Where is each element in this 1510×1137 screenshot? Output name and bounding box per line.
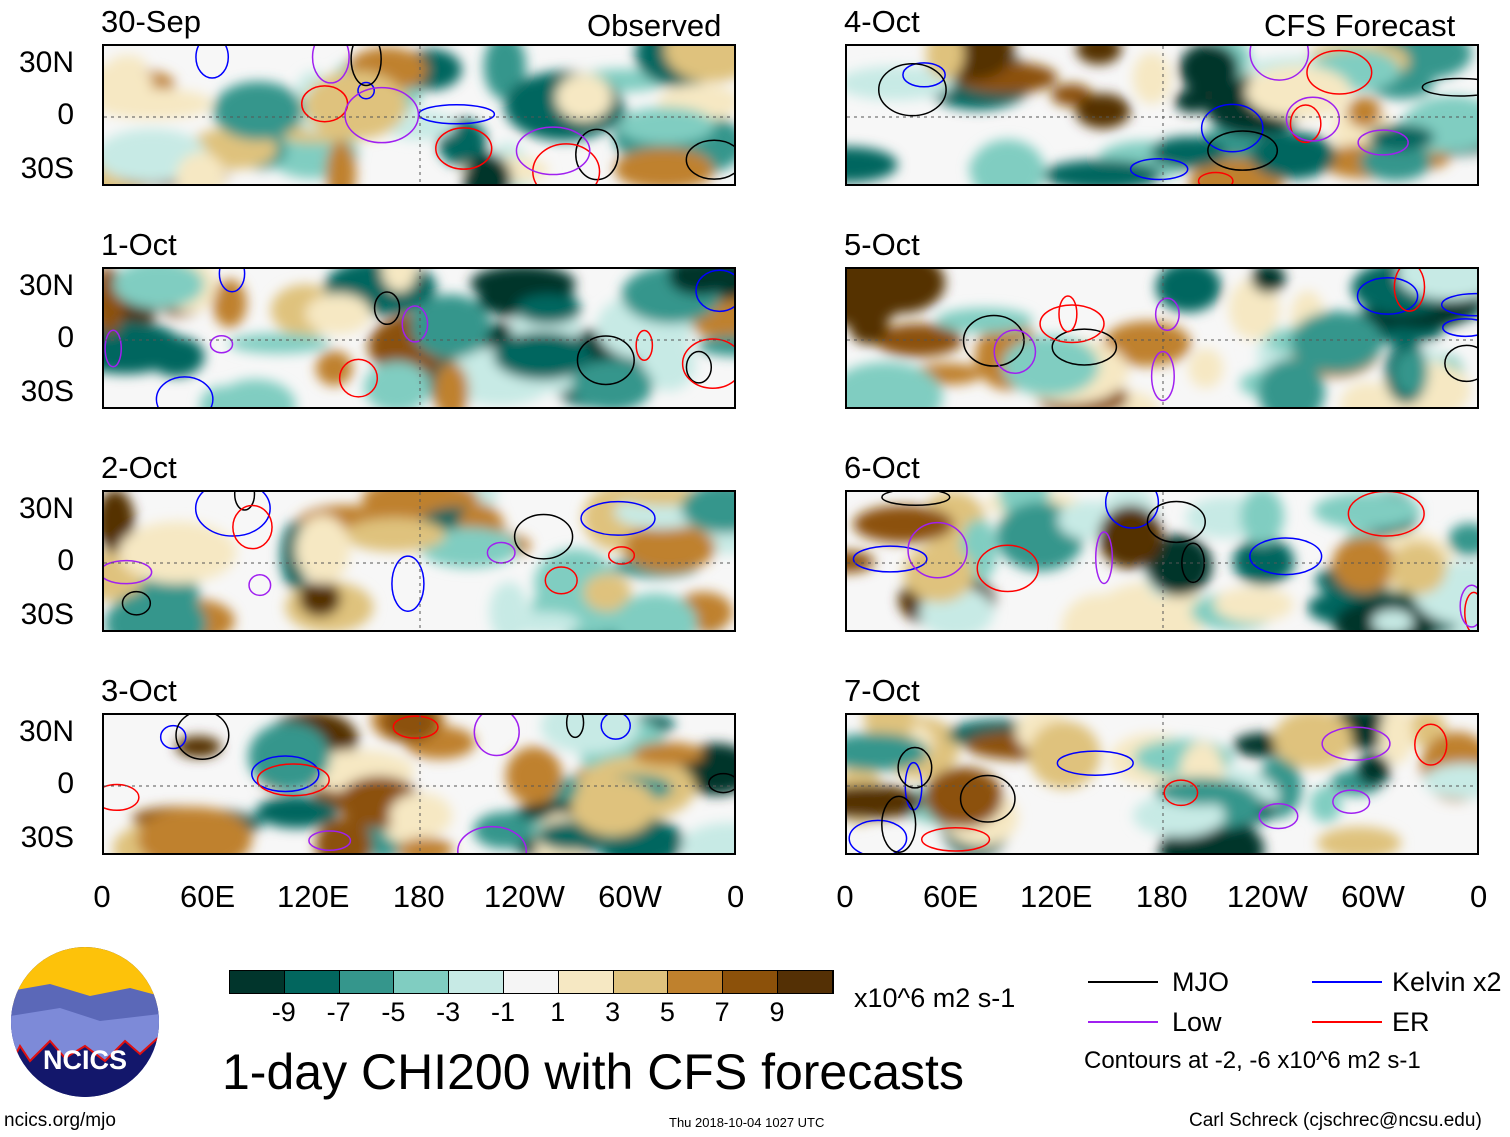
colorbar-units: x10^6 m2 s-1 (854, 983, 1016, 1013)
cfs-forecast-header: CFS Forecast (1264, 8, 1456, 43)
lon-label: 120W (1226, 879, 1308, 914)
map-panel (102, 490, 736, 632)
legend-line-low (1088, 1021, 1158, 1023)
panel-date: 7-Oct (844, 673, 920, 708)
lon-label: 60E (923, 879, 979, 914)
legend-line-kelvin (1312, 981, 1382, 983)
panel-date: 2-Oct (101, 450, 177, 485)
lat-label: 30N (18, 492, 74, 525)
lat-label: 30S (20, 821, 74, 854)
svg-text:NCICS: NCICS (43, 1045, 127, 1075)
lon-label: 120E (1019, 879, 1093, 914)
legend-line-er (1312, 1021, 1382, 1023)
colorbar-tick-label: -7 (326, 997, 351, 1027)
colorbar-swatch (503, 971, 559, 993)
footer-url[interactable]: ncics.org/mjo (4, 1110, 116, 1131)
legend-label-mjo: MJO (1172, 967, 1229, 997)
lon-label: 0 (93, 879, 111, 914)
panel-date: 5-Oct (844, 227, 920, 262)
lon-label: 120E (276, 879, 350, 914)
legend-label-low: Low (1172, 1007, 1222, 1037)
lon-label: 60E (180, 879, 236, 914)
panel-date: 30-Sep (101, 4, 201, 39)
map-panel (102, 713, 736, 855)
colorbar-tick-label: 3 (605, 997, 621, 1027)
colorbar-swatch (558, 971, 614, 993)
panel-date: 3-Oct (101, 673, 177, 708)
colorbar-swatch (394, 971, 450, 993)
colorbar-tick-label: -5 (381, 997, 406, 1027)
contour-note: Contours at -2, -6 x10^6 m2 s-1 (1084, 1047, 1421, 1074)
lon-label: 60W (598, 879, 662, 914)
lat-label: 0 (57, 767, 74, 800)
lon-label: 0 (1469, 879, 1488, 914)
colorbar-swatch (613, 971, 669, 993)
lat-label: 30N (18, 715, 74, 748)
lon-label: 180 (392, 879, 445, 914)
panel-date: 1-Oct (101, 227, 177, 262)
map-panel (102, 267, 736, 409)
legend-label-kelvin: Kelvin x2 (1392, 967, 1502, 997)
observed-header: Observed (587, 8, 722, 43)
map-panel (845, 490, 1479, 632)
colorbar-swatch (339, 971, 395, 993)
lat-label: 30S (20, 598, 74, 631)
colorbar-tick-label: 7 (714, 997, 730, 1027)
colorbar (229, 970, 834, 994)
legend-line-mjo (1088, 981, 1158, 983)
colorbar-swatch (230, 971, 285, 993)
colorbar-tick-label: -9 (271, 997, 296, 1027)
footer-timestamp: Thu 2018-10-04 1027 UTC (669, 1115, 825, 1130)
colorbar-swatch (668, 971, 724, 993)
ncics-logo: NCICS (11, 947, 159, 1097)
lon-label: 180 (1135, 879, 1188, 914)
lat-label: 30N (18, 269, 74, 302)
panel-date: 4-Oct (844, 4, 920, 39)
colorbar-tick-label: 9 (769, 997, 785, 1027)
colorbar-tick-label: 5 (659, 997, 675, 1027)
lat-label: 30S (20, 152, 74, 185)
panel-date: 6-Oct (844, 450, 920, 485)
map-panel (845, 713, 1479, 855)
colorbar-swatch (284, 971, 340, 993)
footer-credit: Carl Schreck (cjschrec@ncsu.edu) (1189, 1110, 1482, 1131)
colorbar-swatch (777, 971, 833, 993)
colorbar-tick-label: -3 (436, 997, 461, 1027)
lat-label: 30S (20, 375, 74, 408)
lon-label: 0 (836, 879, 854, 914)
lat-label: 0 (57, 544, 74, 577)
colorbar-tick-label: 1 (550, 997, 566, 1027)
colorbar-swatch (723, 971, 778, 993)
map-panel (845, 44, 1479, 186)
map-panel (102, 44, 736, 186)
lat-label: 0 (57, 321, 74, 354)
lat-label: 0 (57, 98, 74, 131)
lon-label: 60W (1341, 879, 1405, 914)
lat-label: 30N (18, 46, 74, 79)
lon-label: 120W (483, 879, 565, 914)
figure-title: 1-day CHI200 with CFS forecasts (222, 1044, 964, 1100)
legend-label-er: ER (1392, 1007, 1430, 1037)
map-panel (845, 267, 1479, 409)
lon-label: 0 (726, 879, 745, 914)
colorbar-swatch (449, 971, 504, 993)
colorbar-tick-label: -1 (490, 997, 516, 1027)
